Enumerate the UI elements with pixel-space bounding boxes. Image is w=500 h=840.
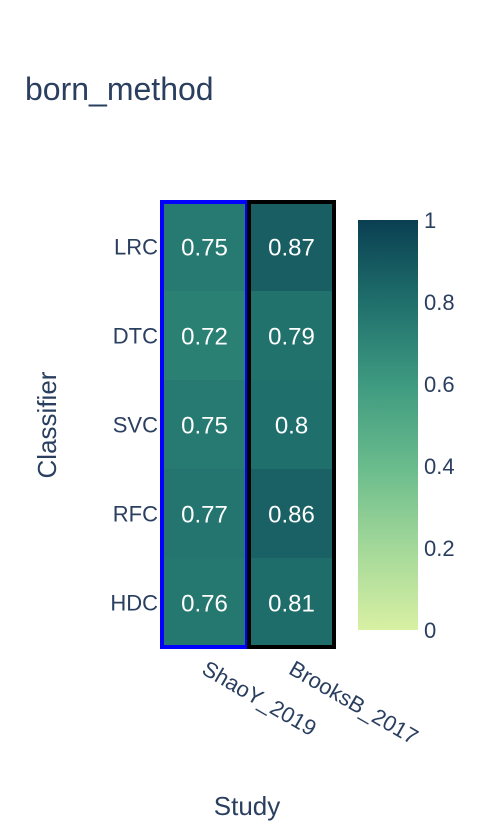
cell-value-label: 0.86	[268, 502, 315, 529]
heatmap-cell	[249, 291, 334, 380]
cell-value-label: 0.8	[275, 413, 308, 440]
y-tick-label: HDC	[110, 591, 158, 616]
cell-value-label: 0.87	[268, 235, 315, 262]
heatmap-cell	[162, 291, 247, 380]
cell-value-label: 0.79	[268, 324, 315, 351]
heatmap-cell-labels: 0.75 0.87 0.72 0.79 0.75 0.8 0.77 0.86 0.76 0.81	[181, 235, 315, 618]
cell-value-label: 0.81	[268, 591, 315, 618]
cell-value-label: 0.77	[181, 502, 228, 529]
cell-value-label: 0.75	[181, 413, 228, 440]
cell-value-label: 0.72	[181, 324, 228, 351]
colorbar-tick-label: 0.4	[424, 454, 455, 479]
heatmap-cell	[249, 380, 334, 469]
colorbar-ticks: 0 0.2 0.4 0.6 0.8 1	[424, 208, 455, 643]
heatmap-cell	[249, 469, 334, 558]
y-tick-label: LRC	[114, 235, 158, 260]
colorbar-tick-label: 0.8	[424, 290, 455, 315]
heatmap-cell	[162, 558, 247, 647]
colorbar-tick-label: 1	[424, 208, 436, 233]
x-axis-label: Study	[214, 791, 281, 821]
heatmap-cell	[162, 380, 247, 469]
y-tick-label: RFC	[113, 502, 158, 527]
chart-title: born_method	[25, 71, 214, 107]
heatmap-cells	[162, 202, 334, 647]
heatmap-cell	[249, 202, 334, 291]
y-axis-ticks: LRC DTC SVC RFC HDC	[110, 235, 158, 616]
colorbar-tick-label: 0.2	[424, 536, 455, 561]
y-tick-label: SVC	[113, 413, 158, 438]
colorbar-tick-label: 0.6	[424, 372, 455, 397]
colorbar-tick-label: 0	[424, 618, 436, 643]
heatmap-cell	[162, 202, 247, 291]
column-highlights	[160, 200, 336, 649]
cell-value-label: 0.75	[181, 235, 228, 262]
column-highlight-border	[247, 200, 336, 649]
y-tick-label: DTC	[113, 324, 158, 349]
y-axis-label: Classifier	[32, 371, 62, 478]
cell-value-label: 0.76	[181, 591, 228, 618]
colorbar	[358, 220, 418, 630]
heatmap-cell	[249, 558, 334, 647]
heatmap-cell	[162, 469, 247, 558]
